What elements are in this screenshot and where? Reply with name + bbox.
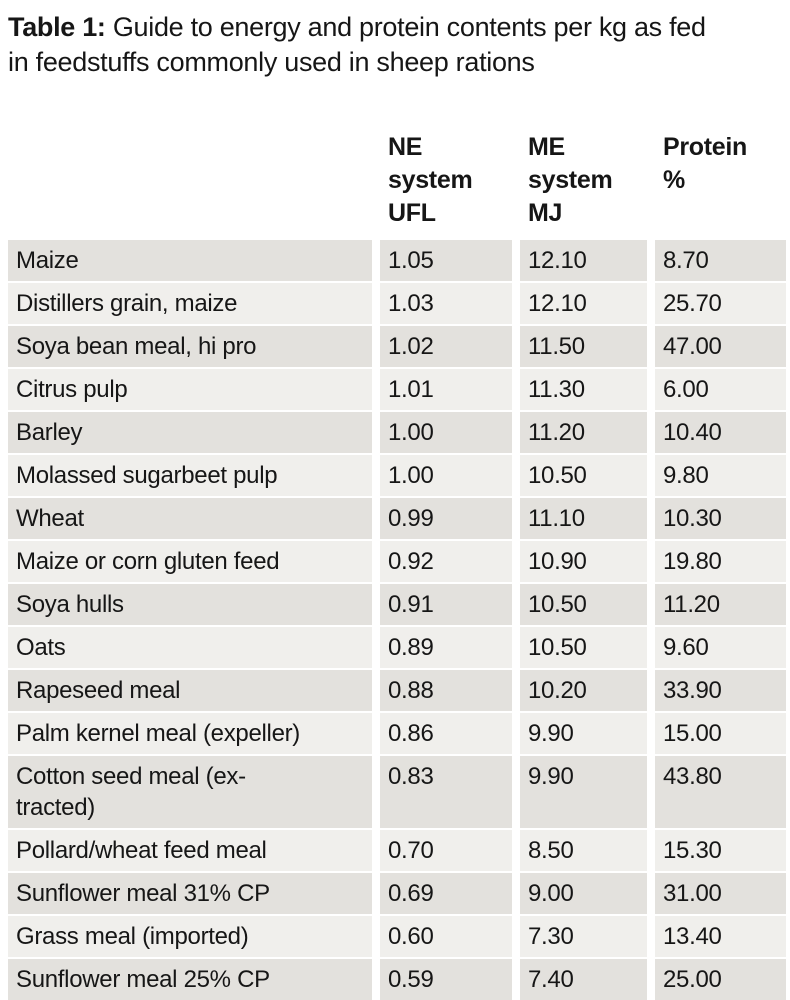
feed-name-cell: Rapeseed meal bbox=[8, 670, 372, 712]
protein-cell: 9.60 bbox=[655, 627, 786, 669]
protein-cell: 10.40 bbox=[655, 412, 786, 454]
feed-name-cell: Grass meal (imported) bbox=[8, 916, 372, 958]
ne-ufl-cell: 0.88 bbox=[380, 670, 512, 712]
table-row: Distillers grain, maize 1.03 12.10 25.70 bbox=[8, 283, 786, 325]
me-mj-cell: 10.50 bbox=[520, 627, 647, 669]
column-header-protein-percent: Protein % bbox=[655, 131, 786, 241]
ne-ufl-cell: 0.60 bbox=[380, 916, 512, 958]
table-header-row: NE system UFL ME system MJ Protein % bbox=[8, 131, 786, 241]
feedstuffs-table: NE system UFL ME system MJ Protein % Mai… bbox=[8, 131, 786, 1000]
me-mj-cell: 11.20 bbox=[520, 412, 647, 454]
table-title-label: Table 1: bbox=[8, 12, 106, 42]
feed-name-cell: Wheat bbox=[8, 498, 372, 540]
feed-name-cell: Sunflower meal 25% CP bbox=[8, 959, 372, 1000]
table-row: Sunflower meal 31% CP 0.69 9.00 31.00 bbox=[8, 873, 786, 915]
feed-name-cell: Sunflower meal 31% CP bbox=[8, 873, 372, 915]
ne-ufl-cell: 1.00 bbox=[380, 455, 512, 497]
table-title-text: Guide to energy and protein contents per… bbox=[8, 12, 706, 77]
ne-ufl-cell: 1.01 bbox=[380, 369, 512, 411]
column-header-me-system-mj: ME system MJ bbox=[520, 131, 647, 241]
feed-name-cell: Maize or corn gluten feed bbox=[8, 541, 372, 583]
table-row: Oats 0.89 10.50 9.60 bbox=[8, 627, 786, 669]
ne-ufl-cell: 0.91 bbox=[380, 584, 512, 626]
ne-ufl-cell: 0.89 bbox=[380, 627, 512, 669]
me-mj-cell: 11.30 bbox=[520, 369, 647, 411]
protein-cell: 6.00 bbox=[655, 369, 786, 411]
ne-ufl-cell: 1.05 bbox=[380, 240, 512, 282]
feed-name-cell: Barley bbox=[8, 412, 372, 454]
protein-cell: 9.80 bbox=[655, 455, 786, 497]
ne-ufl-cell: 0.92 bbox=[380, 541, 512, 583]
ne-ufl-cell: 0.86 bbox=[380, 713, 512, 755]
feed-name-cell: Citrus pulp bbox=[8, 369, 372, 411]
protein-cell: 31.00 bbox=[655, 873, 786, 915]
me-mj-cell: 11.10 bbox=[520, 498, 647, 540]
me-mj-cell: 9.00 bbox=[520, 873, 647, 915]
feed-name-cell: Soya hulls bbox=[8, 584, 372, 626]
ne-ufl-cell: 1.00 bbox=[380, 412, 512, 454]
protein-cell: 33.90 bbox=[655, 670, 786, 712]
table-row: Soya bean meal, hi pro 1.02 11.50 47.00 bbox=[8, 326, 786, 368]
feed-name-cell: Distillers grain, maize bbox=[8, 283, 372, 325]
me-mj-cell: 7.30 bbox=[520, 916, 647, 958]
me-mj-cell: 7.40 bbox=[520, 959, 647, 1000]
me-mj-cell: 10.90 bbox=[520, 541, 647, 583]
me-mj-cell: 11.50 bbox=[520, 326, 647, 368]
me-mj-cell: 8.50 bbox=[520, 830, 647, 872]
feed-name-cell: Palm kernel meal (expeller) bbox=[8, 713, 372, 755]
ne-ufl-cell: 0.99 bbox=[380, 498, 512, 540]
protein-cell: 47.00 bbox=[655, 326, 786, 368]
me-mj-cell: 10.20 bbox=[520, 670, 647, 712]
protein-cell: 19.80 bbox=[655, 541, 786, 583]
me-mj-cell: 10.50 bbox=[520, 584, 647, 626]
table-row: Wheat 0.99 11.10 10.30 bbox=[8, 498, 786, 540]
table-row: Molassed sugarbeet pulp 1.00 10.50 9.80 bbox=[8, 455, 786, 497]
feed-name-cell: Oats bbox=[8, 627, 372, 669]
me-mj-cell: 9.90 bbox=[520, 713, 647, 755]
table-row: Citrus pulp 1.01 11.30 6.00 bbox=[8, 369, 786, 411]
protein-cell: 15.30 bbox=[655, 830, 786, 872]
ne-ufl-cell: 0.70 bbox=[380, 830, 512, 872]
ne-ufl-cell: 1.02 bbox=[380, 326, 512, 368]
protein-cell: 13.40 bbox=[655, 916, 786, 958]
feed-name-cell: Molassed sugarbeet pulp bbox=[8, 455, 372, 497]
table-body: Maize 1.05 12.10 8.70 Distillers grain, maiz… bbox=[8, 240, 786, 1000]
protein-cell: 8.70 bbox=[655, 240, 786, 282]
table-row: Grass meal (imported) 0.60 7.30 13.40 bbox=[8, 916, 786, 958]
table-title: Table 1: Guide to energy and protein con… bbox=[8, 10, 708, 79]
feed-name-cell: Maize bbox=[8, 240, 372, 282]
ne-ufl-cell: 1.03 bbox=[380, 283, 512, 325]
protein-cell: 10.30 bbox=[655, 498, 786, 540]
me-mj-cell: 10.50 bbox=[520, 455, 647, 497]
ne-ufl-cell: 0.69 bbox=[380, 873, 512, 915]
table-row: Rapeseed meal 0.88 10.20 33.90 bbox=[8, 670, 786, 712]
protein-cell: 11.20 bbox=[655, 584, 786, 626]
table-row: Maize or corn gluten feed 0.92 10.90 19.80 bbox=[8, 541, 786, 583]
column-header-ne-system-ufl: NE system UFL bbox=[380, 131, 512, 241]
me-mj-cell: 12.10 bbox=[520, 240, 647, 282]
protein-cell: 25.00 bbox=[655, 959, 786, 1000]
protein-cell: 15.00 bbox=[655, 713, 786, 755]
table-row: Soya hulls 0.91 10.50 11.20 bbox=[8, 584, 786, 626]
table-row: Sunflower meal 25% CP 0.59 7.40 25.00 bbox=[8, 959, 786, 1000]
ne-ufl-cell: 0.59 bbox=[380, 959, 512, 1000]
me-mj-cell: 9.90 bbox=[520, 756, 647, 829]
feed-name-cell: Pollard/wheat feed meal bbox=[8, 830, 372, 872]
table-row: Maize 1.05 12.10 8.70 bbox=[8, 240, 786, 282]
column-header-feedstuff bbox=[8, 131, 372, 241]
feed-name-cell: Cotton seed meal (ex- tracted) bbox=[8, 756, 372, 829]
table-row: Pollard/wheat feed meal 0.70 8.50 15.30 bbox=[8, 830, 786, 872]
ne-ufl-cell: 0.83 bbox=[380, 756, 512, 829]
feed-name-cell: Soya bean meal, hi pro bbox=[8, 326, 372, 368]
protein-cell: 43.80 bbox=[655, 756, 786, 829]
table-row: Barley 1.00 11.20 10.40 bbox=[8, 412, 786, 454]
protein-cell: 25.70 bbox=[655, 283, 786, 325]
table-row: Palm kernel meal (expeller) 0.86 9.90 15.00 bbox=[8, 713, 786, 755]
table-row: Cotton seed meal (ex- tracted) 0.83 9.90 43… bbox=[8, 756, 786, 829]
me-mj-cell: 12.10 bbox=[520, 283, 647, 325]
